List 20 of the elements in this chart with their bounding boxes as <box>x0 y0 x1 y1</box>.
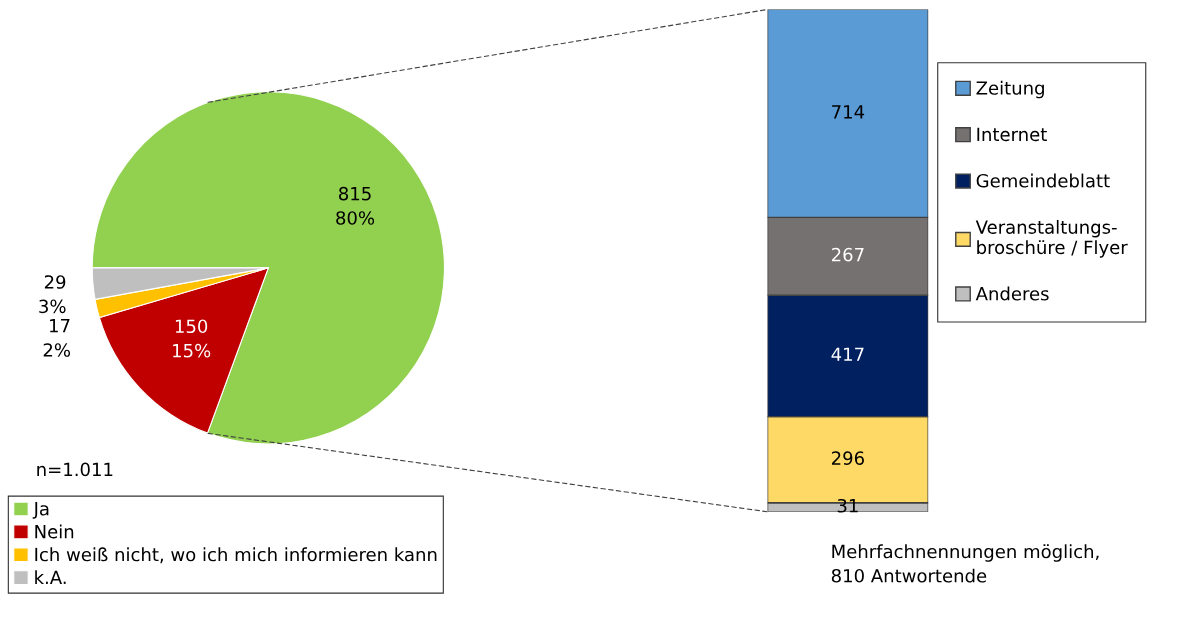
legend-label: Ja <box>32 502 49 519</box>
pie-slice <box>91 91 446 445</box>
legend-label: Ich weiß nicht, wo ich mich informieren kann <box>35 547 437 564</box>
legend-label: Zeitung <box>976 80 1044 99</box>
data-label: 150 15% <box>173 319 211 358</box>
data-label: 29 3% <box>39 275 66 314</box>
legend-label: Internet <box>977 127 1047 142</box>
legend-label: Nein <box>35 524 74 539</box>
data-label: 17 2% <box>43 319 71 357</box>
data-label: 267 <box>831 247 864 262</box>
data-label: 417 <box>831 347 864 361</box>
text: Mehrfachnennungen möglich, 810 Antwortende <box>831 544 1099 583</box>
legend-label: Anderes <box>975 286 1049 301</box>
data-label: 815 80% <box>336 186 375 225</box>
text: n=1.011 <box>37 462 113 477</box>
legend-label: Gemeindeblatt <box>976 173 1110 188</box>
data-label: 714 <box>832 105 865 119</box>
legend-label: k.A. <box>35 570 66 584</box>
data-label: 296 <box>831 451 864 465</box>
legend-label: Veranstaltungs- broschüre / Flyer <box>975 219 1128 258</box>
